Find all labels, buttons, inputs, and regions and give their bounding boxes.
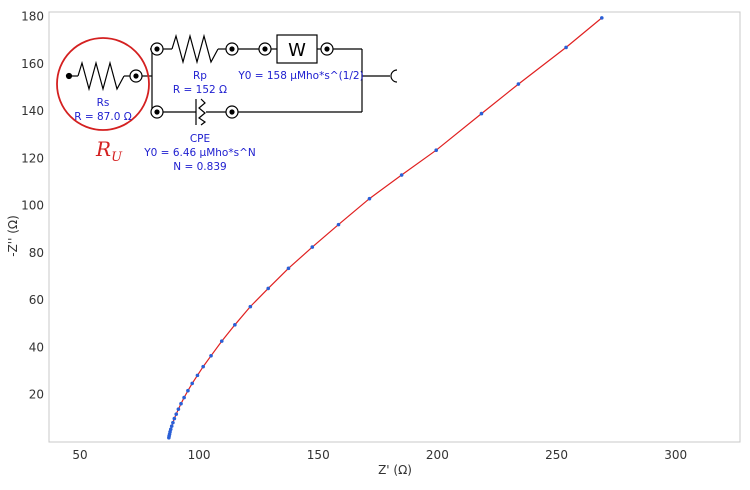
data-point bbox=[195, 373, 200, 378]
data-point bbox=[248, 304, 253, 309]
data-point bbox=[336, 222, 341, 227]
x-ticks: 50 100 150 200 250 300 bbox=[72, 448, 687, 462]
cpe-label: CPE bbox=[190, 133, 210, 145]
cpe-n-value: N = 0.839 bbox=[173, 161, 226, 173]
data-point bbox=[168, 427, 173, 432]
warburg-element bbox=[276, 34, 318, 64]
data-point bbox=[310, 245, 315, 249]
data-point bbox=[219, 339, 224, 343]
data-points-layer bbox=[167, 16, 604, 440]
x-tick-label: 300 bbox=[664, 448, 687, 462]
y-tick-label: 180 bbox=[21, 10, 44, 24]
data-point bbox=[182, 395, 186, 400]
x-axis-title: Z' (Ω) bbox=[378, 463, 412, 477]
y-tick-label: 20 bbox=[29, 388, 44, 402]
output-terminal bbox=[390, 69, 398, 83]
y-tick-label: 80 bbox=[29, 246, 44, 260]
rp-value: R = 152 Ω bbox=[173, 84, 227, 96]
y-tick-label: 160 bbox=[21, 57, 44, 71]
ru-highlight-circle bbox=[56, 37, 150, 131]
cpe-zigzag bbox=[197, 98, 207, 126]
data-point bbox=[172, 416, 177, 421]
y-axis-title: -Z'' (Ω) bbox=[6, 215, 20, 257]
data-point bbox=[171, 420, 175, 425]
x-tick-label: 150 bbox=[307, 448, 330, 462]
y-ticks: 20 40 60 80 100 120 140 160 180 bbox=[21, 10, 44, 402]
data-point bbox=[179, 401, 183, 406]
x-tick-label: 100 bbox=[188, 448, 211, 462]
cpe-y0-value: Y0 = 6.46 μMho*s^N bbox=[143, 147, 255, 159]
data-point bbox=[434, 148, 438, 153]
rp-resistor bbox=[171, 33, 219, 65]
y-tick-label: 60 bbox=[29, 293, 44, 307]
data-point bbox=[600, 16, 604, 20]
x-tick-label: 200 bbox=[426, 448, 449, 462]
data-point bbox=[564, 45, 568, 50]
data-point bbox=[186, 388, 190, 393]
y-tick-label: 120 bbox=[21, 151, 44, 165]
data-point bbox=[479, 111, 484, 116]
rs-value: R = 87.0 Ω bbox=[74, 111, 132, 123]
fit-line bbox=[168, 17, 603, 438]
rs-label: Rs bbox=[97, 97, 110, 109]
data-point bbox=[266, 286, 271, 291]
data-point bbox=[174, 412, 179, 416]
ru-annotation: RU bbox=[95, 137, 123, 165]
data-point bbox=[176, 407, 181, 411]
data-point bbox=[367, 196, 372, 201]
data-point bbox=[169, 424, 174, 428]
plot-frame bbox=[48, 11, 741, 443]
w-symbol: W bbox=[288, 40, 306, 61]
data-point bbox=[190, 381, 195, 386]
y-tick-label: 100 bbox=[21, 199, 44, 213]
x-tick-label: 50 bbox=[72, 448, 87, 462]
data-point bbox=[399, 173, 404, 177]
data-point bbox=[286, 266, 291, 271]
y-tick-label: 140 bbox=[21, 104, 44, 118]
equivalent-circuit bbox=[56, 33, 398, 131]
y-tick-label: 40 bbox=[29, 340, 44, 354]
w-value: Y0 = 158 μMho*s^(1/2) bbox=[237, 70, 363, 82]
x-tick-label: 250 bbox=[545, 448, 568, 462]
rs-start-node bbox=[65, 72, 73, 80]
data-point bbox=[516, 82, 521, 86]
data-point bbox=[201, 364, 205, 369]
data-point bbox=[233, 323, 237, 327]
data-point bbox=[209, 353, 213, 358]
fit-line-layer bbox=[168, 17, 603, 438]
rs-resistor bbox=[77, 60, 125, 92]
rp-label: Rp bbox=[193, 70, 207, 82]
